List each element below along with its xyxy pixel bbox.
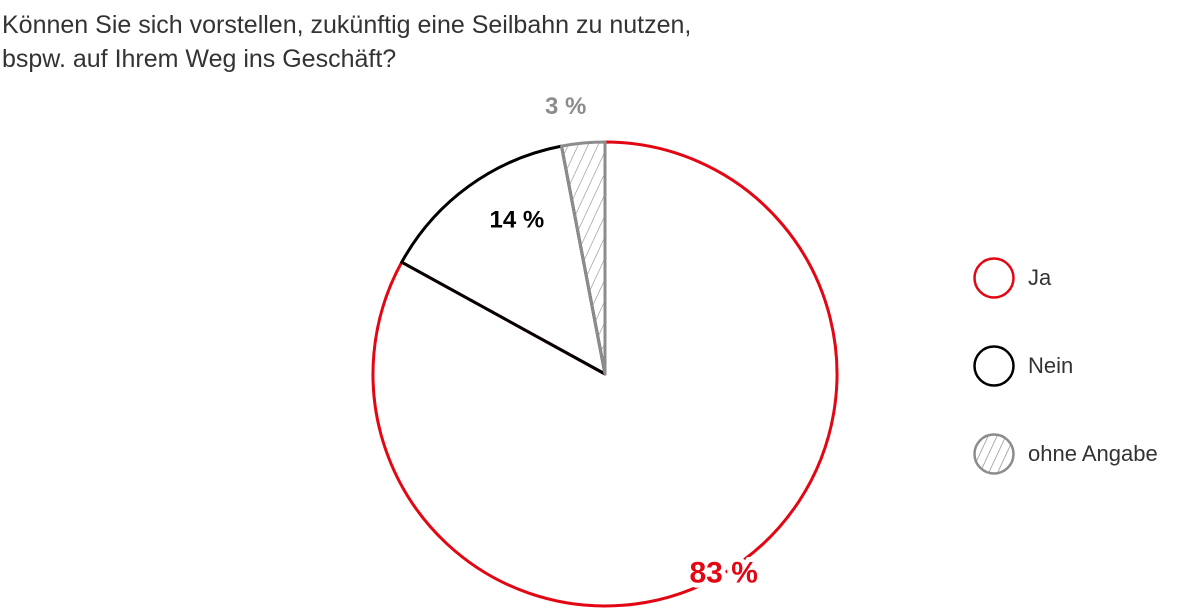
legend-label-ja: Ja bbox=[1028, 265, 1052, 290]
legend-swatch-ja bbox=[973, 257, 1015, 299]
pie-label-nein: 14 % bbox=[489, 207, 544, 234]
legend-item-nein: Nein bbox=[972, 344, 1073, 388]
pie-slice-ja bbox=[371, 140, 839, 608]
pie-label-ja: 83 % bbox=[689, 557, 757, 590]
legend-label-nein: Nein bbox=[1028, 353, 1074, 378]
legend-label-ohne-angabe: ohne Angabe bbox=[1028, 441, 1158, 466]
pie-label-ohne-angabe: 3 % bbox=[545, 93, 586, 120]
legend-swatch-ohne-angabe bbox=[973, 433, 1015, 475]
legend-item-ja: Ja bbox=[972, 256, 1051, 300]
legend-swatch-nein bbox=[973, 345, 1015, 387]
pie-slice-nein bbox=[400, 144, 607, 376]
legend-circle-nein bbox=[973, 345, 1015, 387]
legend-circle-ohne-angabe bbox=[973, 433, 1015, 475]
chart-title-line-2: bspw. auf Ihrem Weg ins Geschäft? bbox=[2, 45, 397, 73]
pie-slices bbox=[371, 140, 839, 608]
chart-title-line-1: Können Sie sich vorstellen, zukünftig ei… bbox=[2, 11, 692, 39]
pie-labels: 83 % 14 % 3 % bbox=[489, 93, 762, 595]
chart-title: Können Sie sich vorstellen, zukünftig ei… bbox=[2, 8, 902, 76]
pie-slice-ohne-angabe bbox=[560, 140, 607, 376]
legend-circle-ja bbox=[973, 257, 1015, 299]
legend-item-ohne-angabe: ohne Angabe bbox=[972, 432, 1158, 476]
